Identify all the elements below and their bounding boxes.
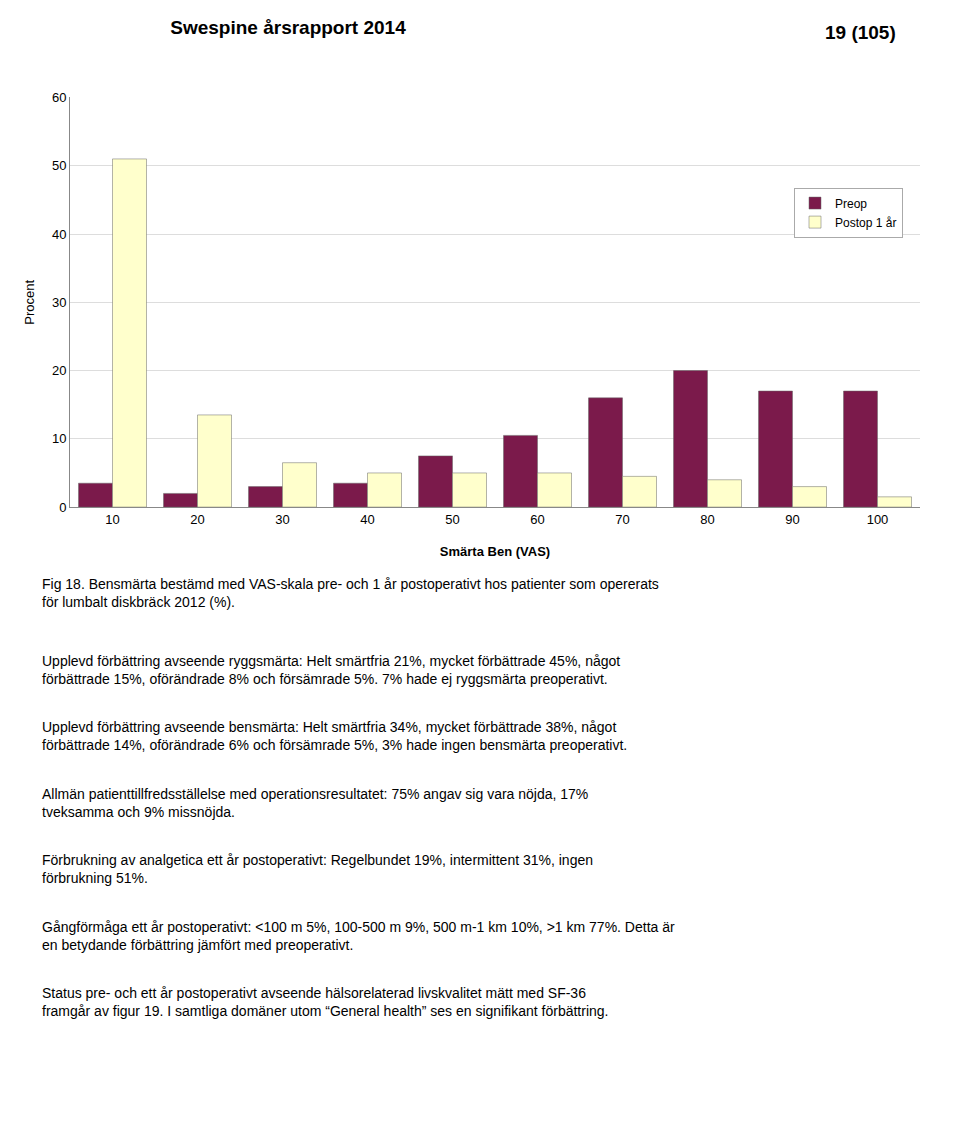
svg-text:60: 60 [530, 512, 544, 527]
svg-text:Fig 18. Bensmärta bestämd med: Fig 18. Bensmärta bestämd med VAS-skala … [42, 576, 659, 610]
svg-text:10: 10 [105, 512, 119, 527]
svg-text:Smärta Ben (VAS): Smärta Ben (VAS) [440, 544, 550, 559]
svg-text:Postop 1 år: Postop 1 år [835, 216, 896, 230]
svg-text:80: 80 [700, 512, 714, 527]
svg-text:Swespine årsrapport 2014: Swespine årsrapport 2014 [170, 17, 406, 38]
svg-text:10: 10 [52, 431, 66, 446]
svg-text:Procent: Procent [22, 280, 37, 325]
svg-text:Förbrukning av analgetica ett: Förbrukning av analgetica ett år postope… [42, 852, 593, 886]
svg-text:30: 30 [275, 512, 289, 527]
svg-text:60: 60 [52, 90, 66, 105]
svg-text:100: 100 [867, 512, 889, 527]
svg-text:0: 0 [59, 500, 66, 515]
svg-text:Allmän patienttillfredsställel: Allmän patienttillfredsställelse med ope… [42, 786, 588, 820]
svg-text:40: 40 [360, 512, 374, 527]
svg-text:Gångförmåga ett år postoperati: Gångförmåga ett år postoperativt: <100 m… [42, 919, 675, 953]
svg-text:20: 20 [190, 512, 204, 527]
svg-text:19 (105): 19 (105) [825, 22, 896, 43]
svg-text:20: 20 [52, 363, 66, 378]
svg-text:50: 50 [445, 512, 459, 527]
svg-text:30: 30 [52, 295, 66, 310]
svg-text:50: 50 [52, 158, 66, 173]
svg-text:90: 90 [785, 512, 799, 527]
svg-text:Status pre- och ett år postope: Status pre- och ett år postoperativt avs… [42, 985, 609, 1019]
svg-text:Upplevd förbättring avseende r: Upplevd förbättring avseende ryggsmärta:… [42, 653, 620, 687]
svg-text:40: 40 [52, 227, 66, 242]
svg-text:Upplevd förbättring avseende b: Upplevd förbättring avseende bensmärta: … [42, 719, 627, 753]
svg-text:70: 70 [615, 512, 629, 527]
svg-text:Preop: Preop [835, 197, 867, 211]
